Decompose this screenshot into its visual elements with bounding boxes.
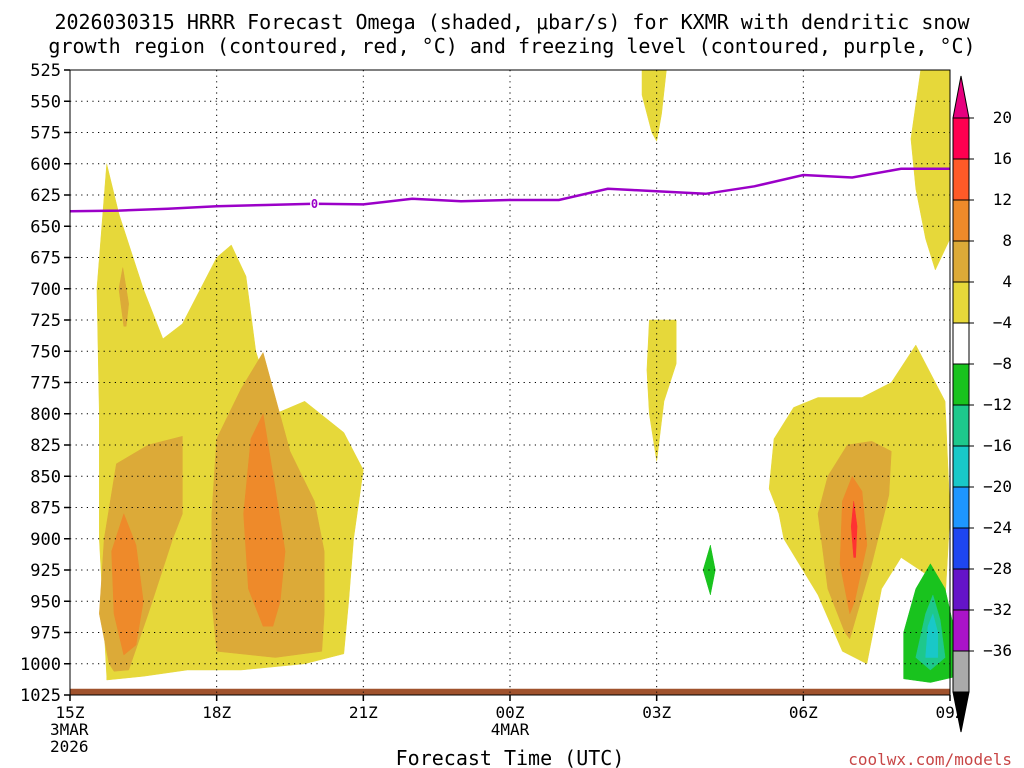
- y-tick-label: 575: [30, 124, 61, 144]
- colorbar-label: −16: [983, 436, 1012, 455]
- x-tick-label: 18Z: [202, 703, 231, 722]
- colorbar-label: 12: [993, 190, 1012, 209]
- omega-region-e-red: [850, 501, 858, 558]
- colorbar-swatch: [952, 363, 970, 406]
- x-tick-label: 06Z: [789, 703, 818, 722]
- x-tick-sublabel: 3MAR: [50, 720, 89, 739]
- y-tick-label: 650: [30, 217, 61, 237]
- y-tick-label: 975: [30, 624, 61, 644]
- y-tick-label: 625: [30, 186, 61, 206]
- omega-region-w-small-orange: [118, 267, 129, 327]
- colorbar-label: 4: [1002, 272, 1012, 291]
- y-tick-label: 675: [30, 249, 61, 269]
- colorbar-label: −8: [993, 354, 1012, 373]
- colorbar-swatch: [952, 281, 970, 324]
- colorbar-swatch: [952, 240, 970, 283]
- y-tick-label: 525: [30, 61, 61, 81]
- colorbar-label: −4: [993, 313, 1012, 332]
- y-tick-label: 1000: [20, 655, 61, 675]
- x-tick-label: 21Z: [349, 703, 378, 722]
- credit-text: coolwx.com/models: [848, 750, 1012, 768]
- omega-region-w-core-left: [111, 513, 144, 656]
- colorbar-top-arrow: [952, 75, 970, 119]
- y-tick-label: 875: [30, 499, 61, 519]
- colorbar-label: −28: [983, 559, 1012, 578]
- colorbar-swatch: [952, 650, 970, 693]
- omega-region-w-core-right: [243, 412, 286, 627]
- chart-title-line1: 2026030315 HRRR Forecast Omega (shaded, …: [54, 10, 970, 34]
- y-tick-label: 950: [30, 592, 61, 612]
- y-tick-label: 1025: [20, 686, 61, 706]
- y-tick-label: 850: [30, 467, 61, 487]
- y-tick-label: 700: [30, 280, 61, 300]
- colorbar-swatch: [952, 158, 970, 201]
- colorbar-swatch: [952, 445, 970, 488]
- colorbar-label: 20: [993, 108, 1012, 127]
- y-tick-label: 725: [30, 311, 61, 331]
- colorbar-swatch: [952, 527, 970, 570]
- x-tick-label: 03Z: [642, 703, 671, 722]
- x-tick-label: 15Z: [56, 703, 85, 722]
- gridlines: [70, 70, 950, 695]
- y-axis: 525 550 575 600 625 650 675 700 725 750 775 800 825 8…: [20, 61, 70, 706]
- omega-shaded-regions: [96, 69, 958, 683]
- x-tick-year: 2026: [50, 737, 89, 756]
- chart-title-line2: growth region (contoured, red, °C) and f…: [48, 34, 975, 58]
- y-tick-label: 750: [30, 342, 61, 362]
- colorbar-label: −36: [983, 641, 1012, 660]
- y-tick-label: 925: [30, 561, 61, 581]
- colorbar: 20 16 12 8 4 −4 −8 −12 −16 −20 −24 −28 −32 −36: [952, 75, 1012, 733]
- y-tick-label: 900: [30, 530, 61, 550]
- y-tick-label: 600: [30, 155, 61, 175]
- freezing-level-label: 0: [311, 197, 318, 211]
- y-tick-label: 775: [30, 374, 61, 394]
- colorbar-swatch: [952, 322, 970, 365]
- y-tick-label: 550: [30, 92, 61, 112]
- colorbar-bottom-arrow: [952, 691, 970, 733]
- x-tick-label: 00Z: [496, 703, 525, 722]
- x-tick-sublabel: 4MAR: [491, 720, 530, 739]
- colorbar-swatch: [952, 404, 970, 447]
- freezing-level-line: [69, 167, 950, 213]
- colorbar-swatch: [952, 568, 970, 611]
- colorbar-swatch: [952, 486, 970, 529]
- colorbar-label: −20: [983, 477, 1012, 496]
- y-tick-label: 825: [30, 436, 61, 456]
- colorbar-swatch: [952, 199, 970, 242]
- colorbar-label: 16: [993, 149, 1012, 168]
- y-tick-label: 800: [30, 405, 61, 425]
- colorbar-label: −24: [983, 518, 1012, 537]
- omega-region-se-cyan: [925, 612, 939, 658]
- colorbar-swatch: [952, 117, 970, 160]
- omega-region-mid-yellow: [646, 319, 677, 462]
- colorbar-label: −32: [983, 600, 1012, 619]
- colorbar-swatch: [952, 609, 970, 652]
- colorbar-label: −12: [983, 395, 1012, 414]
- x-axis-label: Forecast Time (UTC): [396, 746, 625, 768]
- colorbar-label: 8: [1002, 231, 1012, 250]
